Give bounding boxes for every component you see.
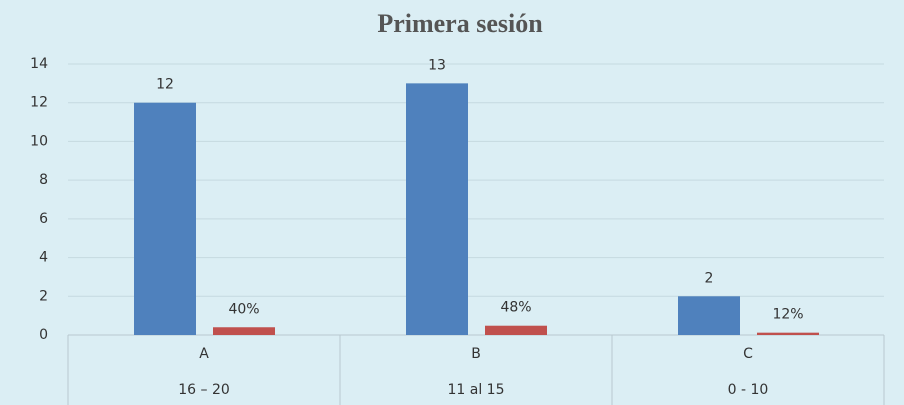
bar [134,102,196,335]
bar [213,327,275,335]
data-label: 13 [428,57,446,73]
data-label: 2 [705,270,714,286]
data-label: 40% [228,301,259,317]
x-subtick-label: 11 al 15 [448,382,505,398]
data-label: 48% [500,300,531,316]
y-tick-label: 0 [39,327,48,343]
bar [406,83,468,335]
y-tick-label: 12 [30,95,48,111]
chart-title: Primera sesión [377,9,543,38]
x-tick-label: C [743,346,753,362]
data-label: 12% [772,307,803,323]
bar [485,325,547,335]
x-subtick-label: 0 - 10 [728,382,769,398]
x-tick-label: B [471,346,481,362]
x-subtick-label: 16 – 20 [178,382,230,398]
y-tick-label: 10 [30,133,48,149]
bar [678,296,740,335]
y-tick-label: 6 [39,211,48,227]
y-tick-label: 8 [39,172,48,188]
y-tick-label: 4 [39,250,48,266]
y-tick-label: 14 [30,56,48,72]
y-tick-label: 2 [39,288,48,304]
x-tick-label: A [199,346,209,362]
bar [757,332,819,335]
data-label: 12 [156,77,174,93]
